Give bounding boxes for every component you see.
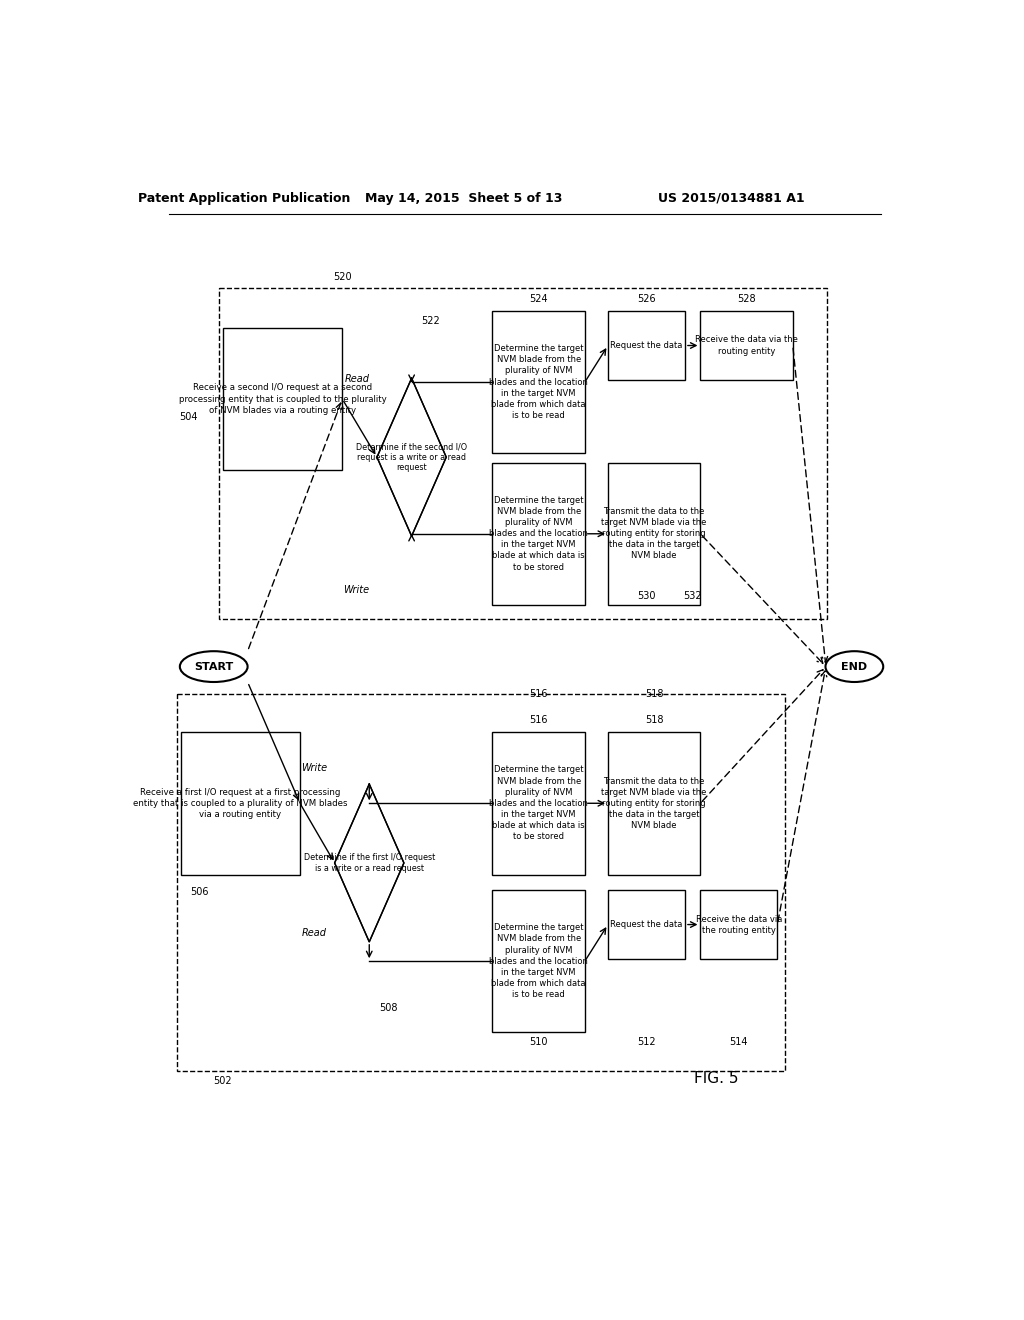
Text: 516: 516: [529, 689, 548, 700]
Text: 502: 502: [214, 1076, 232, 1086]
FancyBboxPatch shape: [493, 890, 585, 1032]
Text: END: END: [842, 661, 867, 672]
Text: May 14, 2015  Sheet 5 of 13: May 14, 2015 Sheet 5 of 13: [366, 191, 562, 205]
Text: Patent Application Publication: Patent Application Publication: [138, 191, 350, 205]
Text: Receive a first I/O request at a first processing
entity that is coupled to a pl: Receive a first I/O request at a first p…: [133, 788, 347, 818]
Polygon shape: [377, 379, 446, 536]
Ellipse shape: [180, 651, 248, 682]
FancyBboxPatch shape: [223, 327, 342, 470]
Text: 516: 516: [529, 715, 548, 725]
Text: 524: 524: [529, 293, 548, 304]
Text: 506: 506: [190, 887, 209, 898]
Text: Determine the target
NVM blade from the
plurality of NVM
blades and the location: Determine the target NVM blade from the …: [489, 345, 588, 420]
FancyBboxPatch shape: [608, 890, 685, 960]
Text: 504: 504: [179, 412, 198, 422]
Text: START: START: [195, 661, 233, 672]
Text: US 2015/0134881 A1: US 2015/0134881 A1: [657, 191, 805, 205]
Text: Receive a second I/O request at a second
processing entity that is coupled to th: Receive a second I/O request at a second…: [179, 383, 386, 414]
Text: 508: 508: [379, 1003, 397, 1012]
Text: Write: Write: [343, 586, 370, 595]
Text: Determine if the second I/O
request is a write or a read
request: Determine if the second I/O request is a…: [356, 442, 467, 473]
Text: 526: 526: [637, 293, 655, 304]
Ellipse shape: [825, 651, 884, 682]
Text: FIG. 5: FIG. 5: [693, 1071, 738, 1086]
Text: 510: 510: [529, 1038, 548, 1048]
Text: Write: Write: [301, 763, 327, 772]
Polygon shape: [335, 784, 403, 942]
FancyBboxPatch shape: [608, 312, 685, 380]
Text: Transmit the data to the
target NVM blade via the
routing entity for storing
the: Transmit the data to the target NVM blad…: [601, 507, 707, 561]
Text: 518: 518: [645, 689, 664, 700]
FancyBboxPatch shape: [493, 733, 585, 874]
Text: Request the data: Request the data: [610, 920, 683, 929]
Text: 522: 522: [422, 315, 440, 326]
FancyBboxPatch shape: [493, 462, 585, 605]
FancyBboxPatch shape: [700, 312, 793, 380]
Text: 518: 518: [645, 715, 664, 725]
Text: 530: 530: [637, 591, 655, 601]
FancyBboxPatch shape: [608, 733, 700, 874]
Text: Determine if the first I/O request
is a write or a read request: Determine if the first I/O request is a …: [304, 853, 435, 873]
Text: Request the data: Request the data: [610, 341, 683, 350]
FancyBboxPatch shape: [180, 733, 300, 874]
Text: Determine the target
NVM blade from the
plurality of NVM
blades and the location: Determine the target NVM blade from the …: [489, 923, 588, 999]
Text: Determine the target
NVM blade from the
plurality of NVM
blades and the location: Determine the target NVM blade from the …: [489, 766, 588, 841]
Text: 514: 514: [730, 1038, 749, 1048]
FancyBboxPatch shape: [493, 312, 585, 453]
Text: Determine the target
NVM blade from the
plurality of NVM
blades and the location: Determine the target NVM blade from the …: [489, 496, 588, 572]
Text: Read: Read: [344, 374, 370, 384]
Text: 512: 512: [637, 1038, 655, 1048]
Text: Receive the data via
the routing entity: Receive the data via the routing entity: [695, 915, 782, 935]
Text: 532: 532: [683, 591, 702, 601]
FancyBboxPatch shape: [700, 890, 777, 960]
Text: Transmit the data to the
target NVM blade via the
routing entity for storing
the: Transmit the data to the target NVM blad…: [601, 776, 707, 830]
FancyBboxPatch shape: [608, 462, 700, 605]
Text: 528: 528: [737, 293, 756, 304]
Text: 520: 520: [333, 272, 351, 282]
Text: Read: Read: [302, 928, 327, 939]
Text: Receive the data via the
routing entity: Receive the data via the routing entity: [695, 335, 798, 355]
